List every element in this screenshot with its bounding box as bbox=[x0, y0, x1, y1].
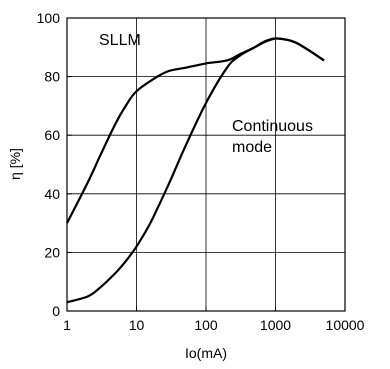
x-tick-label: 10000 bbox=[326, 317, 365, 333]
x-axis-label: Io(mA) bbox=[185, 345, 227, 361]
annotation-continuous: Continuous bbox=[232, 118, 313, 135]
x-tick-label: 10 bbox=[129, 317, 145, 333]
y-axis-label: η [%] bbox=[7, 148, 23, 180]
x-tick-label: 1000 bbox=[260, 317, 291, 333]
grid bbox=[67, 18, 345, 311]
x-tick-label: 1 bbox=[63, 317, 71, 333]
y-tick-label: 60 bbox=[44, 127, 60, 143]
series-line-continuous bbox=[66, 37, 325, 304]
x-tick-label: 100 bbox=[194, 317, 218, 333]
y-tick-label: 80 bbox=[44, 69, 60, 85]
annotation-mode: mode bbox=[232, 139, 272, 156]
y-tick-label: 40 bbox=[44, 186, 60, 202]
tick-labels: 1 10 100 1000 10000 0 20 40 60 80 100 bbox=[37, 10, 365, 333]
y-tick-label: 100 bbox=[37, 10, 61, 26]
y-tick-label: 20 bbox=[44, 244, 60, 260]
series-layer bbox=[66, 37, 325, 304]
annotation-sllm: SLLM bbox=[99, 32, 141, 49]
y-tick-label: 0 bbox=[52, 303, 60, 319]
